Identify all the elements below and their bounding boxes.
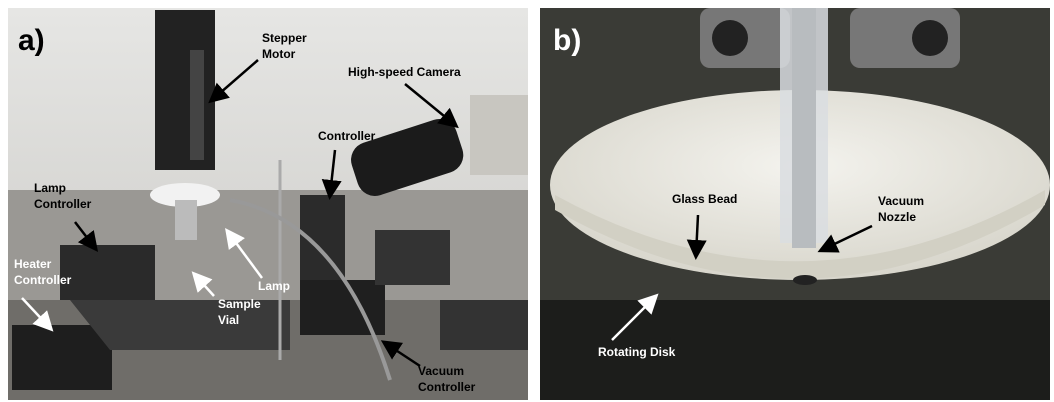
annotation-text: Lamp (258, 279, 290, 293)
annotation-text: Motor (262, 47, 296, 61)
annotation-text: Sample (218, 297, 261, 311)
annotation-text: Controller (14, 273, 72, 287)
annotation-text: Stepper (262, 31, 307, 45)
annotation-text: High-speed Camera (348, 65, 461, 79)
panel-b-photo (540, 8, 1050, 400)
panel-label: b) (553, 24, 581, 57)
figure: a) Stepper Motor High-speed Camera Controlle… (0, 0, 1054, 402)
annotation-text: Rotating Disk (598, 345, 676, 359)
annotation-text: Vacuum (418, 364, 464, 378)
annotation-text: Controller (418, 380, 476, 394)
annotation-text: Controller (318, 129, 376, 143)
panel-label: a) (18, 24, 45, 57)
annotation-text: Vacuum (878, 194, 924, 208)
annotation-text: Glass Bead (672, 192, 737, 206)
annotation-text: Vial (218, 313, 239, 327)
annotation-text: Nozzle (878, 210, 916, 224)
annotation-text: Lamp (34, 181, 66, 195)
annotation-text: Controller (34, 197, 92, 211)
annotation-text: Heater (14, 257, 52, 271)
